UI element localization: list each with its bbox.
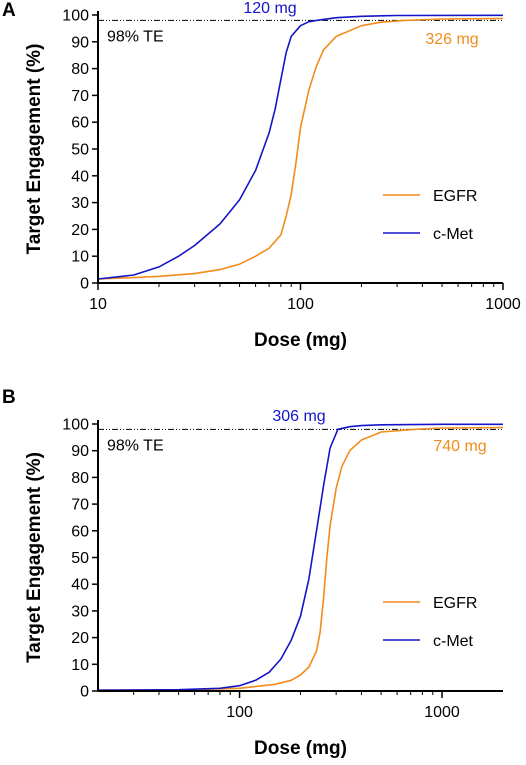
y-tick-label: 50 <box>71 142 89 159</box>
panel-label: B <box>2 387 16 408</box>
y-tick-label: 10 <box>71 657 89 674</box>
y-tick-label: 70 <box>71 88 89 105</box>
dose-annotation-egfr: 326 mg <box>425 31 478 48</box>
y-tick-label: 10 <box>71 249 89 266</box>
chart-panel-b: B 98% TE 0 10 20 30 40 50 60 70 80 90 100 100 1000 Dose… <box>2 387 504 759</box>
y-tick-label: 0 <box>80 276 89 293</box>
legend-label: EGFR <box>433 188 477 205</box>
y-tick-label: 70 <box>71 497 89 514</box>
x-tick-label: 1000 <box>485 296 521 313</box>
y-axis-title: Target Engagement (%) <box>24 44 45 255</box>
y-tick-label: 80 <box>71 61 89 78</box>
dose-annotation-c-met: 120 mg <box>243 0 296 17</box>
y-tick-label: 40 <box>71 577 89 594</box>
y-tick-label: 0 <box>80 684 89 701</box>
y-tick-label: 90 <box>71 443 89 460</box>
x-tick-label: 100 <box>287 296 314 313</box>
y-axis-title: Target Engagement (%) <box>24 452 45 663</box>
x-tick-label: 1000 <box>424 704 460 721</box>
y-tick-label: 60 <box>71 115 89 132</box>
reference-line-label: 98% TE <box>107 28 164 45</box>
legend-label: c-Met <box>433 633 474 650</box>
y-tick-label: 20 <box>71 222 89 239</box>
y-tick-label: 40 <box>71 168 89 185</box>
x-axis-title: Dose (mg) <box>254 330 347 351</box>
y-tick-label: 100 <box>62 8 89 25</box>
series-line-egfr <box>97 17 504 280</box>
x-tick-label: 100 <box>226 704 253 721</box>
y-tick-label: 30 <box>71 603 89 620</box>
x-axis-title: Dose (mg) <box>254 738 347 759</box>
series-line-c-met <box>97 14 504 280</box>
series-line-egfr <box>97 426 504 691</box>
panel-label: A <box>2 0 16 21</box>
y-tick-label: 100 <box>62 417 89 434</box>
series-line-c-met <box>97 423 503 691</box>
dose-annotation-egfr: 740 mg <box>433 438 486 455</box>
legend-label: c-Met <box>433 226 474 243</box>
dose-annotation-c-met: 306 mg <box>272 408 325 425</box>
x-tick-label: 10 <box>89 296 107 313</box>
y-tick-label: 30 <box>71 195 89 212</box>
y-tick-label: 60 <box>71 523 89 540</box>
legend-label: EGFR <box>433 595 477 612</box>
y-tick-label: 90 <box>71 34 89 51</box>
y-tick-label: 50 <box>71 550 89 567</box>
y-tick-label: 80 <box>71 470 89 487</box>
y-tick-label: 20 <box>71 630 89 647</box>
reference-line-label: 98% TE <box>107 437 164 454</box>
